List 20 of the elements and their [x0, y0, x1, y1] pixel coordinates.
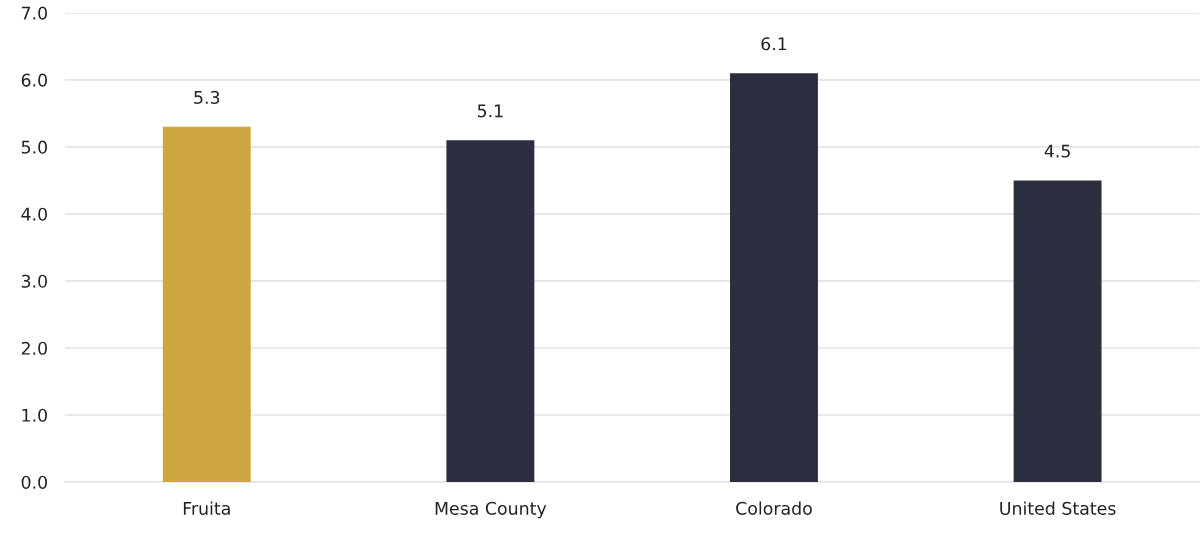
bar: [1013, 180, 1102, 483]
y-tick-label: 1.0: [22, 408, 47, 422]
x-tick-label: Fruita: [183, 501, 230, 515]
bar: [446, 140, 535, 483]
y-tick-label: 3.0: [21, 274, 47, 288]
data-label: 5.1: [477, 104, 503, 118]
y-tick-label: 6.0: [21, 73, 47, 87]
y-tick-label: 4.0: [21, 207, 47, 221]
y-tick-label: 0.0: [21, 475, 47, 489]
y-tick-label: 5.0: [21, 140, 47, 154]
x-tick-label: United States: [1000, 501, 1116, 515]
data-label: 5.3: [194, 90, 220, 104]
y-tick-label: 2.0: [21, 341, 47, 355]
y-tick-label: 7.0: [21, 6, 47, 20]
data-label: 6.1: [761, 37, 787, 51]
x-tick-label: Mesa County: [435, 501, 547, 519]
bar: [730, 73, 818, 483]
bar: [162, 126, 251, 483]
x-tick-label: Colorado: [736, 501, 812, 515]
data-label: 4.5: [1044, 144, 1070, 158]
